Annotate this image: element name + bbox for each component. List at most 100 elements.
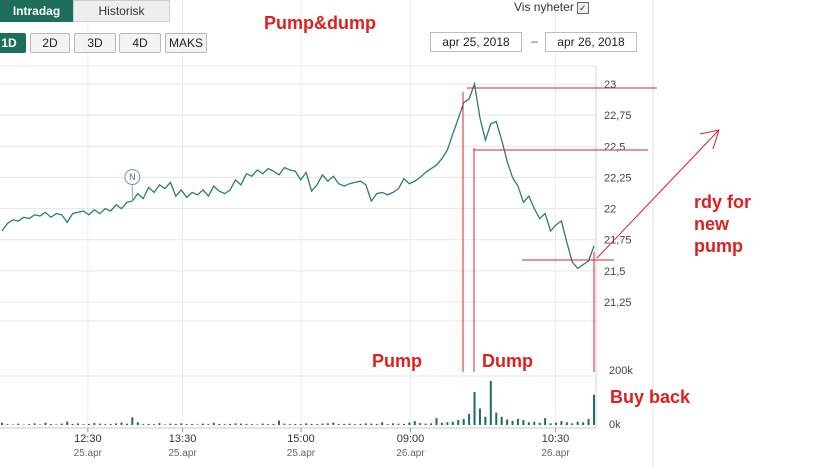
date-to-input[interactable]: apr 26, 2018 bbox=[545, 32, 637, 52]
annotation-rdy-line2: new bbox=[694, 214, 730, 234]
volume-bar bbox=[593, 394, 595, 425]
volume-bar bbox=[218, 423, 221, 425]
volume-bar bbox=[142, 424, 145, 425]
x-tick-time-label: 15:00 bbox=[287, 433, 315, 445]
annotation-rdy-line1: rdy for bbox=[694, 192, 752, 212]
y-tick-label: 23 bbox=[604, 79, 616, 91]
volume-bar bbox=[93, 423, 96, 425]
news-checkbox[interactable]: ✓ bbox=[576, 1, 589, 14]
volume-bar bbox=[125, 423, 128, 425]
volume-axis-ticks: 200k 0k bbox=[609, 365, 633, 431]
volume-bar bbox=[185, 424, 188, 425]
volume-bar bbox=[17, 423, 20, 425]
range-button-3d[interactable]: 3D bbox=[74, 33, 116, 53]
volume-bar bbox=[435, 418, 438, 425]
volume-bar bbox=[348, 423, 351, 425]
volume-bar bbox=[440, 422, 443, 425]
volume-bar bbox=[516, 418, 519, 425]
range-button-maks[interactable]: MAKS bbox=[165, 33, 207, 53]
volume-bar bbox=[446, 422, 449, 425]
annotation-buy-back: Buy back bbox=[610, 387, 691, 407]
x-axis-ticks: 12:30 25.apr 13:30 25.apr 15:00 25.apr 09:00 26… bbox=[74, 428, 570, 459]
rdy-arrow-head bbox=[699, 129, 720, 150]
volume-bar bbox=[49, 423, 52, 425]
volume-bar bbox=[6, 424, 9, 425]
volume-bar bbox=[419, 423, 422, 425]
volume-bar bbox=[234, 423, 237, 425]
volume-bar bbox=[39, 424, 42, 425]
range-button-4d[interactable]: 4D bbox=[119, 33, 161, 53]
y-tick-label: 22,25 bbox=[604, 172, 632, 184]
volume-bar bbox=[174, 423, 177, 425]
news-marker-label: N bbox=[129, 172, 136, 182]
volume-bar bbox=[28, 424, 31, 425]
volume-bar bbox=[484, 416, 487, 425]
annotation-pump: Pump bbox=[372, 351, 423, 371]
volume-bar bbox=[87, 423, 90, 425]
volume-bar bbox=[343, 423, 346, 425]
volume-bar bbox=[147, 423, 150, 425]
volume-bar bbox=[207, 424, 210, 425]
volume-bar bbox=[316, 424, 319, 425]
x-tick-date-label: 25.apr bbox=[287, 448, 316, 459]
date-from-input[interactable]: apr 25, 2018 bbox=[430, 32, 522, 52]
volume-bar bbox=[511, 420, 514, 425]
volume-bar bbox=[527, 422, 530, 425]
volume-bar bbox=[158, 423, 161, 425]
volume-bar bbox=[554, 422, 557, 425]
volume-bar bbox=[364, 423, 367, 425]
volume-bar bbox=[359, 423, 362, 425]
tab-intradag[interactable]: Intradag bbox=[0, 0, 73, 22]
x-tick-date-label: 25.apr bbox=[74, 448, 103, 459]
news-marker[interactable]: N bbox=[124, 169, 141, 202]
volume-bar bbox=[500, 416, 503, 425]
tab-historisk[interactable]: Historisk bbox=[73, 0, 170, 22]
news-marker-circle[interactable] bbox=[124, 169, 141, 186]
volume-bar bbox=[180, 423, 183, 425]
volume-bar bbox=[169, 423, 172, 425]
range-button-2d[interactable]: 2D bbox=[30, 33, 70, 53]
volume-bar bbox=[473, 392, 476, 425]
volume-bar bbox=[163, 424, 166, 425]
rdy-arrow-line bbox=[596, 130, 719, 259]
volume-bar bbox=[430, 423, 433, 425]
volume-bar bbox=[201, 423, 204, 425]
volume-bar bbox=[397, 423, 400, 425]
volume-bar bbox=[533, 421, 536, 425]
y-tick-label: 22,75 bbox=[604, 110, 632, 122]
volume-bar bbox=[115, 423, 118, 425]
volume-bar bbox=[277, 420, 280, 425]
volume-tick-label: 0k bbox=[609, 419, 621, 431]
volume-bar bbox=[77, 423, 80, 425]
volume-bar bbox=[272, 423, 275, 425]
volume-bar bbox=[299, 424, 302, 425]
volume-bar bbox=[71, 423, 74, 425]
volume-bar bbox=[196, 424, 199, 425]
volume-bar bbox=[451, 421, 454, 425]
x-tick-date-label: 25.apr bbox=[168, 448, 197, 459]
volume-bar bbox=[587, 418, 590, 425]
date-separator: – bbox=[531, 34, 538, 48]
volume-bar bbox=[408, 422, 411, 425]
news-toggle[interactable]: Vis nyheter ✓ bbox=[514, 0, 589, 14]
x-tick-time-label: 13:30 bbox=[169, 433, 197, 445]
volume-bar bbox=[462, 418, 465, 425]
volume-bar bbox=[223, 424, 226, 425]
volume-bar bbox=[212, 422, 215, 425]
volume-bar bbox=[66, 421, 69, 425]
range-button-1d[interactable]: 1D bbox=[0, 33, 26, 53]
y-tick-label: 21,5 bbox=[604, 266, 625, 278]
volume-bar bbox=[321, 423, 324, 425]
volume-bar bbox=[424, 423, 427, 425]
volume-bar bbox=[337, 423, 340, 425]
volume-bar bbox=[549, 423, 552, 425]
volume-bar bbox=[386, 424, 389, 425]
annotation-title: Pump&dump bbox=[264, 13, 376, 33]
volume-bar bbox=[571, 423, 574, 425]
price-line bbox=[1, 81, 595, 270]
volume-bar bbox=[22, 424, 25, 426]
volume-bar bbox=[131, 417, 134, 425]
volume-bar bbox=[239, 423, 242, 425]
